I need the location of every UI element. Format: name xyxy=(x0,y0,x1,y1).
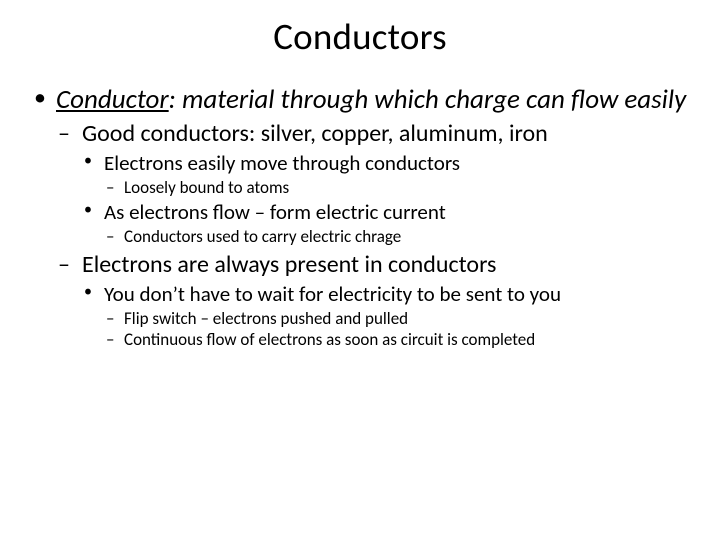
list-item: Flip switch – electrons pushed and pulle… xyxy=(104,309,690,329)
list-item: Good conductors: silver, copper, aluminu… xyxy=(56,121,690,246)
bullet-text: Loosely bound to atoms xyxy=(124,177,289,198)
list-item: As electrons flow – form electric curren… xyxy=(82,201,690,246)
slide-title: Conductors xyxy=(30,14,690,59)
list-item: Conductors used to carry electric chrage xyxy=(104,227,690,247)
bullet-text: You don’t have to wait for electricity t… xyxy=(104,281,561,307)
bullet-text: Conductors used to carry electric chrage xyxy=(124,226,401,247)
list-item: Electrons easily move through conductors… xyxy=(82,152,690,197)
definition-text: : material through which charge can flow… xyxy=(169,83,686,116)
bullet-text: Flip switch – electrons pushed and pulle… xyxy=(124,308,408,329)
list-item: You don’t have to wait for electricity t… xyxy=(82,283,690,350)
bullet-list: Conductor: material through which charge… xyxy=(30,85,690,350)
list-item: Conductor: material through which charge… xyxy=(30,85,690,350)
bullet-text: As electrons flow – form electric curren… xyxy=(104,199,446,225)
list-item: Continuous flow of electrons as soon as … xyxy=(104,330,690,350)
bullet-text: Continuous flow of electrons as soon as … xyxy=(124,329,535,350)
list-item: Electrons are always present in conducto… xyxy=(56,252,690,349)
bullet-text: Electrons are always present in conducto… xyxy=(82,250,496,279)
list-item: Loosely bound to atoms xyxy=(104,178,690,198)
slide: Conductors Conductor: material through w… xyxy=(0,0,720,540)
bullet-text: Electrons easily move through conductors xyxy=(104,150,460,176)
term-text: Conductor xyxy=(56,83,169,116)
bullet-text: Good conductors: silver, copper, aluminu… xyxy=(82,119,548,148)
